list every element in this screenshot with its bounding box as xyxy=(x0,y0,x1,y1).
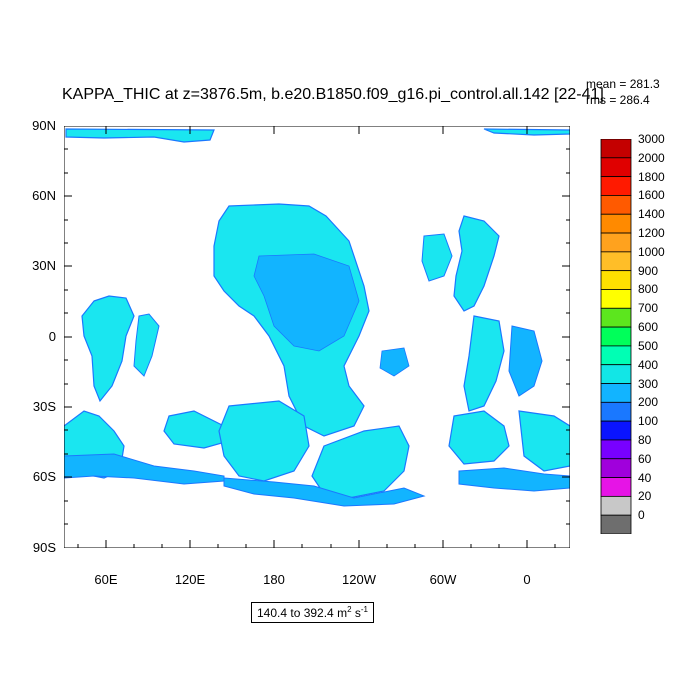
colorbar-label: 900 xyxy=(638,263,659,278)
colorbar-swatch xyxy=(600,514,632,534)
lon-label-60e: 60E xyxy=(94,572,118,587)
colorbar-swatch xyxy=(600,458,632,478)
colorbar-label: 80 xyxy=(638,432,652,447)
colorbar-swatch xyxy=(600,420,632,441)
colorbar-label: 1800 xyxy=(638,169,665,184)
colorbar-label: 200 xyxy=(638,395,659,410)
colorbar-label: 700 xyxy=(638,301,659,316)
lat-label-60n: 60N xyxy=(32,188,56,203)
atlantic-south-east xyxy=(518,410,570,472)
lat-label-60s: 60S xyxy=(32,469,56,484)
colorbar-label: 100 xyxy=(638,414,659,429)
colorbar-swatch xyxy=(600,139,632,159)
colorbar-label: 3000 xyxy=(638,132,665,146)
colorbar-swatch xyxy=(600,232,632,253)
indian-ocean-region-b xyxy=(133,313,160,377)
caribbean-region xyxy=(379,347,410,377)
colorbar xyxy=(600,139,632,534)
colorbar-swatch xyxy=(600,401,632,422)
colorbar-label: 40 xyxy=(638,470,652,485)
colorbar-swatch xyxy=(600,326,632,347)
colorbar-swatch xyxy=(600,251,632,272)
lon-label-0: 0 xyxy=(523,572,531,587)
southern-pacific-band xyxy=(223,477,426,507)
colorbar-swatch xyxy=(600,495,632,516)
colorbar-label: 1000 xyxy=(638,244,665,259)
map-plot xyxy=(64,126,570,548)
lon-label-120w: 120W xyxy=(342,572,376,587)
atlantic-ocean-south xyxy=(448,410,510,465)
arctic-ocean-region xyxy=(65,128,215,143)
lat-label-30s: 30S xyxy=(32,399,56,414)
colorbar-label: 2000 xyxy=(638,150,665,165)
colorbar-label: 60 xyxy=(638,451,652,466)
colorbar-swatch xyxy=(600,439,632,460)
pacific-south-region xyxy=(218,400,310,482)
atlantic-ocean-north xyxy=(453,215,500,312)
colorbar-label: 1600 xyxy=(638,188,665,203)
colorbar-swatch xyxy=(600,383,632,403)
colorbar-swatch xyxy=(600,345,632,366)
colorbar-label: 500 xyxy=(638,338,659,353)
southern-indian-band xyxy=(64,453,225,485)
atlantic-ocean-north-b xyxy=(421,233,453,282)
indian-ocean-south-b xyxy=(163,410,230,449)
range-text-mid: s xyxy=(351,606,361,620)
colorbar-label: 400 xyxy=(638,357,659,372)
atlantic-ocean-east xyxy=(508,325,543,397)
data-range-label: 140.4 to 392.4 m2 s-1 xyxy=(251,602,374,623)
colorbar-label: 1200 xyxy=(638,226,665,241)
colorbar-label: 600 xyxy=(638,320,659,335)
colorbar-swatch xyxy=(600,213,632,234)
colorbar-label: 0 xyxy=(638,508,645,523)
map-tick-marks xyxy=(64,126,570,548)
colorbar-swatch xyxy=(600,307,632,328)
range-exp-m: 2 xyxy=(347,605,352,614)
indian-ocean-region xyxy=(81,295,135,403)
range-text-prefix: 140.4 to 392.4 m xyxy=(257,606,348,620)
lat-label-0: 0 xyxy=(48,329,56,344)
colorbar-label: 20 xyxy=(638,489,652,504)
colorbar-swatch xyxy=(600,477,632,497)
colorbar-swatch xyxy=(600,270,632,290)
pacific-central-mid xyxy=(253,253,360,352)
lat-label-90s: 90S xyxy=(32,540,56,555)
range-exp-s: -1 xyxy=(360,605,368,614)
lat-label-90n: 90N xyxy=(32,118,56,133)
colorbar-swatch xyxy=(600,289,632,309)
plot-title: KAPPA_THIC at z=3876.5m, b.e20.B1850.f09… xyxy=(62,86,604,103)
colorbar-label: 800 xyxy=(638,282,659,297)
atlantic-ocean-mid xyxy=(463,315,505,412)
colorbar-label: 300 xyxy=(638,376,659,391)
mean-stat: mean = 281.3 xyxy=(586,77,660,91)
colorbar-swatch xyxy=(600,364,632,384)
pacific-south-east xyxy=(311,425,410,499)
lon-label-180: 180 xyxy=(263,572,285,587)
lon-label-120e: 120E xyxy=(174,572,206,587)
colorbar-swatch xyxy=(600,176,632,196)
colorbar-label: 1400 xyxy=(638,207,665,222)
southern-atlantic-band xyxy=(458,467,570,492)
rms-stat: rms = 286.4 xyxy=(586,93,650,107)
lat-label-30n: 30N xyxy=(32,258,56,273)
lon-label-60w: 60W xyxy=(429,572,457,587)
colorbar-swatch xyxy=(600,195,632,215)
colorbar-swatch xyxy=(600,157,632,178)
